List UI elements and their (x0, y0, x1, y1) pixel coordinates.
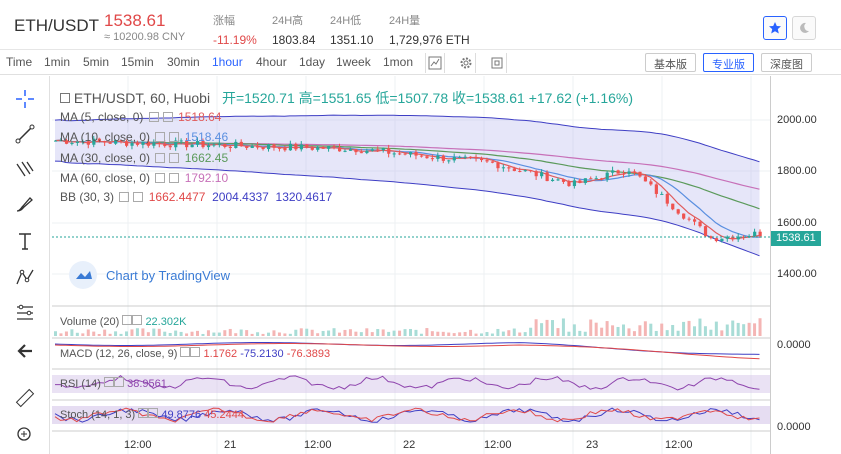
pair-name: ETH/USDT (14, 16, 99, 35)
legend-stoch[interactable]: Stoch (14, 1, 3) 49.8776 45.2444 (60, 408, 244, 421)
tf-time[interactable]: Time (6, 55, 33, 69)
tf-1min[interactable]: 1min (44, 55, 71, 69)
text-tool[interactable] (12, 228, 38, 254)
drawing-toolbar (0, 76, 50, 454)
stat-volume: 24H量 1,729,976 ETH (389, 15, 470, 47)
crosshair-icon (16, 90, 34, 108)
tf-15min[interactable]: 15min (121, 55, 154, 69)
legend-ma10[interactable]: MA (10, close, 0) 1518.46 (60, 130, 229, 144)
legend-rsi[interactable]: RSI (14) 38.9561 (60, 377, 167, 390)
gear-icon (460, 57, 471, 69)
tf-4hour[interactable]: 4hour (256, 55, 287, 69)
last-price-tag: 1538.61 (771, 231, 821, 246)
ytick-1400: 1400.00 (777, 268, 817, 280)
legend-volume[interactable]: Volume (20) 22.302K (60, 315, 187, 328)
measure-icon (17, 304, 33, 320)
theme-toggle-button[interactable] (792, 16, 816, 40)
fullscreen-icon (491, 57, 502, 69)
text-icon (19, 233, 31, 250)
tf-1week[interactable]: 1week (336, 55, 371, 69)
cny-price: ≈ 10200.98 CNY (104, 31, 186, 43)
back-tool[interactable] (12, 338, 38, 364)
cloud-icon (69, 261, 97, 289)
pattern-icon (16, 269, 34, 285)
legend-bb[interactable]: BB (30, 3) 1662.4477 2004.4337 1320.4617 (60, 190, 333, 204)
xtick: 12:00 (484, 439, 512, 451)
ytick-1800: 1800.00 (777, 165, 817, 177)
measure-tool[interactable] (12, 300, 38, 326)
ticker-header: ETH/USDT 1538.61 ≈ 10200.98 CNY 涨幅 -11.19… (0, 0, 841, 50)
chart-toolbar: Time 1min 5min 15min 30min 1hour 4hour 1… (0, 51, 841, 75)
brush-icon (16, 197, 33, 212)
macd-axis-label: 0.0000 (777, 339, 811, 351)
trendline-tool[interactable] (12, 121, 38, 147)
favorite-button[interactable] (763, 16, 787, 40)
legend-ma60[interactable]: MA (60, close, 0) 1792.10 (60, 171, 229, 185)
stat-change: 涨幅 -11.19% (213, 15, 257, 47)
fullscreen-button[interactable] (487, 53, 507, 73)
ruler-icon (15, 388, 35, 408)
xtick: 12:00 (665, 439, 693, 451)
stat-low: 24H低 1351.10 (330, 15, 374, 47)
tf-5min[interactable]: 5min (83, 55, 110, 69)
xtick: 22 (403, 439, 416, 451)
zoom-tool[interactable] (12, 422, 38, 448)
price-chart[interactable] (52, 76, 770, 454)
ytick-1600: 1600.00 (777, 217, 817, 229)
stoch-axis-label: 0.0000 (777, 421, 811, 433)
star-icon (769, 22, 781, 34)
xtick: 12:00 (124, 439, 152, 451)
tf-1hour[interactable]: 1hour (212, 55, 243, 69)
pattern-tool[interactable] (12, 264, 38, 290)
ytick-2000: 2000.00 (777, 114, 817, 126)
zoom-icon (17, 427, 31, 441)
brush-tool[interactable] (12, 191, 38, 217)
price-axis[interactable]: 2000.00 1800.00 1600.00 1400.00 1538.61 … (770, 76, 841, 454)
fib-tool[interactable] (12, 156, 38, 182)
collapse-icon[interactable] (60, 93, 70, 103)
tradingview-watermark[interactable]: Chart by TradingView (68, 260, 230, 290)
trendline-icon (15, 124, 35, 144)
ruler-tool[interactable] (12, 385, 38, 411)
legend-ma30[interactable]: MA (30, close, 0) 1662.45 (60, 151, 229, 165)
stat-high: 24H高 1803.84 (272, 15, 316, 47)
view-depth-button[interactable]: 深度图 (761, 53, 812, 72)
moon-icon (800, 22, 809, 33)
view-basic-button[interactable]: 基本版 (645, 53, 696, 72)
settings-button[interactable] (456, 53, 476, 73)
xtick: 21 (224, 439, 237, 451)
fib-icon (16, 161, 34, 177)
tf-1mon[interactable]: 1mon (383, 55, 414, 69)
xtick: 12:00 (304, 439, 332, 451)
view-pro-button[interactable]: 专业版 (703, 53, 754, 72)
arrow-left-icon (17, 344, 32, 358)
line-chart-icon (428, 56, 442, 70)
tf-1day[interactable]: 1day (299, 55, 326, 69)
chart-legend-main: ETH/USDT, 60, Huobi 开=1520.71 高=1551.65 … (60, 88, 633, 108)
xtick: 23 (586, 439, 599, 451)
chart-style-button[interactable] (425, 53, 445, 73)
legend-macd[interactable]: MACD (12, 26, close, 9) 1.1762 -75.2130 … (60, 347, 331, 360)
last-price: 1538.61 (104, 11, 166, 30)
tf-30min[interactable]: 30min (167, 55, 200, 69)
legend-ma5[interactable]: MA (5, close, 0) 1518.64 (60, 110, 222, 124)
crosshair-tool[interactable] (12, 86, 38, 112)
